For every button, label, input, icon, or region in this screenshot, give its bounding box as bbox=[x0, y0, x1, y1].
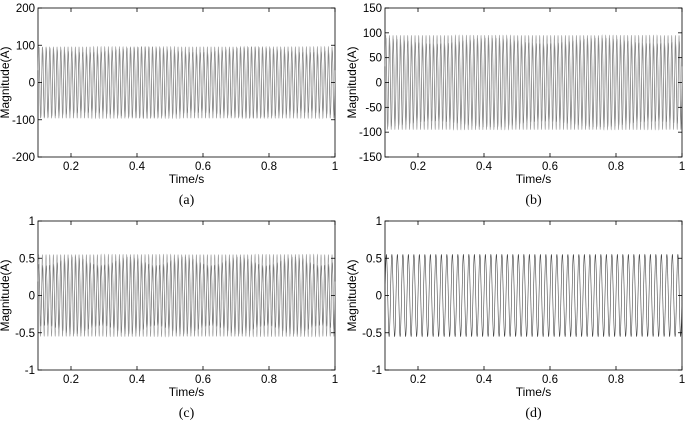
x-tick-label: 0.6 bbox=[542, 161, 558, 173]
x-tick-label: 0.8 bbox=[261, 161, 277, 173]
y-tick-label: 200 bbox=[16, 3, 35, 15]
y-tick-label: 1 bbox=[29, 216, 35, 228]
x-tick-label: 1 bbox=[679, 374, 685, 386]
x-tick-label: 0.6 bbox=[195, 374, 211, 386]
y-tick-label: -0.5 bbox=[362, 328, 382, 340]
x-tick-label: 1 bbox=[332, 161, 338, 173]
x-tick-label: 0.2 bbox=[410, 374, 426, 386]
y-axis-label: Magnitude(A) bbox=[345, 46, 359, 118]
y-tick-label: -1 bbox=[25, 365, 35, 377]
series-line-1 bbox=[384, 34, 683, 131]
y-tick-label: 0 bbox=[29, 78, 35, 90]
x-tick-label: 0.6 bbox=[195, 161, 211, 173]
y-tick-label: -0.5 bbox=[15, 328, 35, 340]
y-tick-label: -1 bbox=[372, 365, 382, 377]
x-axis-label: Time/s bbox=[516, 385, 552, 399]
chart-panel-0: 0.2 0.4 0.6 0.8 1 200 100 0 -100 -200 Time/s Magnit… bbox=[0, 3, 338, 208]
x-tick-label: 0.4 bbox=[129, 374, 146, 386]
series-line-1 bbox=[37, 253, 336, 338]
y-axis-label: Magnitude(A) bbox=[0, 259, 12, 331]
y-tick-label: -200 bbox=[12, 152, 35, 164]
y-tick-label: 1 bbox=[376, 216, 382, 228]
y-tick-label: -100 bbox=[359, 127, 382, 139]
y-tick-label: -50 bbox=[365, 102, 382, 114]
y-tick-label: 150 bbox=[363, 3, 382, 15]
x-tick-label: 0.2 bbox=[63, 161, 79, 173]
panel-caption: (d) bbox=[525, 406, 542, 421]
y-tick-label: -150 bbox=[359, 152, 382, 164]
x-tick-label: 0.8 bbox=[608, 374, 624, 386]
x-axis-label: Time/s bbox=[169, 172, 205, 186]
y-tick-label: 0 bbox=[29, 291, 35, 303]
y-tick-label: 100 bbox=[16, 40, 35, 52]
y-tick-label: -100 bbox=[12, 115, 35, 127]
panel-caption: (b) bbox=[525, 193, 542, 208]
x-tick-label: 0.8 bbox=[261, 374, 277, 386]
panel-caption: (c) bbox=[179, 406, 195, 421]
y-tick-label: 0 bbox=[376, 291, 382, 303]
chart-panel-3: 0.2 0.4 0.6 0.8 1 1 0.5 0 -0.5 -1 Time/s Magnitude(… bbox=[345, 216, 685, 421]
chart-panel-2: 0.2 0.4 0.6 0.8 1 1 0.5 0 -0.5 -1 Time/s Magnitude(… bbox=[0, 216, 338, 421]
x-tick-label: 0.4 bbox=[129, 161, 146, 173]
panel-caption: (a) bbox=[179, 193, 195, 208]
x-tick-label: 0.2 bbox=[63, 374, 79, 386]
series-line-0 bbox=[384, 253, 683, 338]
chart-panel-1: 0.2 0.4 0.6 0.8 1 150 100 50 0 -50 -100 -150 Time/s M… bbox=[345, 3, 685, 208]
y-axis-label: Magnitude(A) bbox=[345, 259, 359, 331]
x-tick-label: 0.4 bbox=[476, 374, 493, 386]
y-tick-label: 0 bbox=[376, 78, 382, 90]
y-tick-label: 0.5 bbox=[19, 253, 35, 265]
x-axis-label: Time/s bbox=[516, 172, 552, 186]
y-tick-label: 0.5 bbox=[366, 253, 382, 265]
x-tick-label: 1 bbox=[332, 374, 338, 386]
series-line-1 bbox=[37, 45, 336, 120]
y-tick-label: 50 bbox=[369, 53, 382, 65]
y-tick-label: 100 bbox=[363, 28, 382, 40]
y-axis-label: Magnitude(A) bbox=[0, 46, 12, 118]
x-axis-label: Time/s bbox=[169, 385, 205, 399]
x-tick-label: 0.2 bbox=[410, 161, 426, 173]
x-tick-label: 0.4 bbox=[476, 161, 493, 173]
x-tick-label: 0.6 bbox=[542, 374, 558, 386]
x-tick-label: 1 bbox=[679, 161, 685, 173]
x-tick-label: 0.8 bbox=[608, 161, 624, 173]
